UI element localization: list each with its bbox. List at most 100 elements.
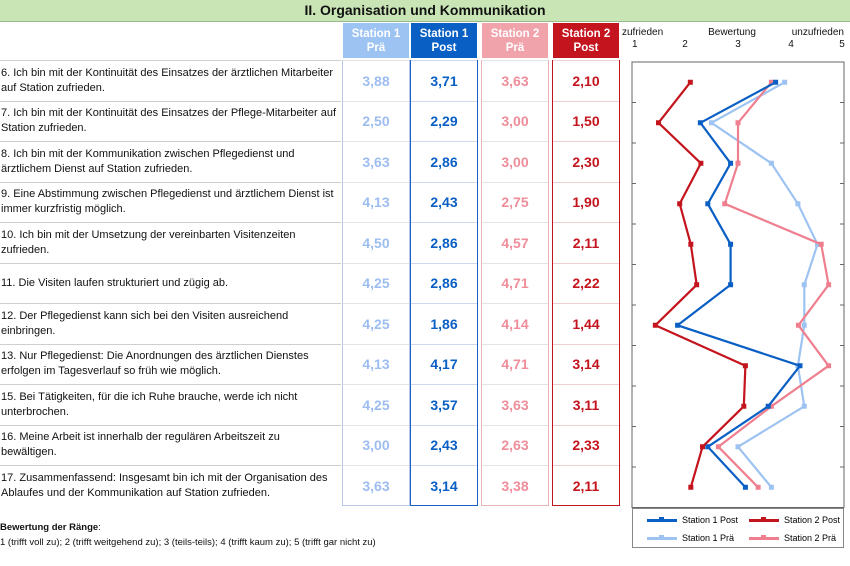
data-point bbox=[765, 403, 771, 409]
data-point bbox=[728, 160, 734, 166]
x-tick-label: 5 bbox=[839, 39, 845, 50]
value-cell: 3,14 bbox=[411, 465, 477, 506]
value-cell: 2,11 bbox=[553, 465, 619, 506]
legend-entry: Station 2 Prä bbox=[749, 533, 836, 543]
question-text: 9. Eine Abstimmung zwischen Pflegedienst… bbox=[1, 188, 334, 216]
question-text: 13. Nur Pflegedienst: Die Anordnungen de… bbox=[1, 350, 309, 378]
value-cell: 3,00 bbox=[343, 424, 409, 466]
data-point bbox=[705, 201, 711, 207]
table-row: 13. Nur Pflegedienst: Die Anordnungen de… bbox=[0, 343, 341, 385]
data-point bbox=[742, 484, 748, 490]
value-cell: 3,11 bbox=[553, 384, 619, 425]
question-text: 6. Ich bin mit der Kontinuität des Einsa… bbox=[1, 66, 333, 94]
column-header-3: Station 2 Prä bbox=[482, 23, 548, 58]
table-row: 16. Meine Arbeit ist innerhalb der regul… bbox=[0, 424, 341, 466]
data-point bbox=[694, 282, 700, 288]
data-point bbox=[728, 241, 734, 247]
value-cell: 4,50 bbox=[343, 222, 409, 263]
chart-title: Bewertung bbox=[708, 27, 756, 38]
value-cell: 3,14 bbox=[553, 343, 619, 385]
value-cell: 2,86 bbox=[411, 141, 477, 182]
data-point bbox=[652, 322, 658, 328]
data-point bbox=[697, 120, 703, 126]
data-point bbox=[705, 444, 711, 450]
data-point bbox=[826, 282, 832, 288]
data-point bbox=[687, 79, 693, 85]
legend-label: Station 2 Prä bbox=[784, 533, 837, 543]
table-row: 11. Die Visiten laufen strukturiert und … bbox=[0, 262, 341, 304]
legend-swatch bbox=[749, 516, 779, 522]
value-cell: 3,00 bbox=[482, 141, 548, 182]
x-tick-label: 2 bbox=[682, 39, 688, 50]
data-point bbox=[818, 241, 824, 247]
legend-label: Station 1 Post bbox=[682, 515, 739, 525]
data-point bbox=[722, 201, 728, 207]
legend-label: Station 1 Prä bbox=[682, 533, 735, 543]
data-point bbox=[715, 444, 721, 450]
value-cell: 3,71 bbox=[411, 60, 477, 101]
value-cell: 4,57 bbox=[482, 222, 548, 263]
value-cell: 2,43 bbox=[411, 424, 477, 466]
value-cell: 4,14 bbox=[482, 303, 548, 344]
question-text: 7. Ich bin mit der Kontinuität des Einsa… bbox=[1, 107, 337, 135]
question-text: 8. Ich bin mit der Kommunikation zwische… bbox=[1, 147, 295, 175]
value-cell: 1,86 bbox=[411, 303, 477, 344]
data-point bbox=[768, 160, 774, 166]
value-cell: 1,50 bbox=[553, 100, 619, 142]
table-row: 12. Der Pflegedienst kann sich bei den V… bbox=[0, 303, 341, 344]
data-point bbox=[735, 160, 741, 166]
data-point bbox=[826, 363, 832, 369]
value-cell: 2,86 bbox=[411, 222, 477, 263]
question-text: 11. Die Visiten laufen strukturiert und … bbox=[1, 276, 229, 289]
value-cell: 2,86 bbox=[411, 262, 477, 304]
value-cell: 4,71 bbox=[482, 262, 548, 304]
data-point bbox=[675, 322, 681, 328]
data-point bbox=[688, 241, 694, 247]
value-cell: 2,30 bbox=[553, 141, 619, 182]
value-cell: 3,63 bbox=[343, 465, 409, 506]
data-point bbox=[698, 160, 704, 166]
value-cell: 3,63 bbox=[482, 60, 548, 101]
question-text: 12. Der Pflegedienst kann sich bei den V… bbox=[1, 309, 289, 337]
question-text: 15. Bei Tätigkeiten, für die ich Ruhe br… bbox=[1, 390, 298, 418]
value-cell: 2,43 bbox=[411, 181, 477, 223]
value-cell: 3,88 bbox=[343, 60, 409, 101]
value-cell: 2,75 bbox=[482, 181, 548, 223]
data-point bbox=[768, 79, 774, 85]
value-cell: 3,63 bbox=[482, 384, 548, 425]
data-point bbox=[699, 444, 705, 450]
chart-left-label: zufrieden bbox=[622, 27, 663, 38]
x-tick-label: 1 bbox=[632, 39, 638, 50]
table-row: 15. Bei Tätigkeiten, für die ich Ruhe br… bbox=[0, 384, 341, 425]
chart-legend: Station 1 Post Station 2 Post Station 1 Pr… bbox=[632, 508, 844, 548]
legend-swatch bbox=[647, 534, 677, 540]
table-row: 8. Ich bin mit der Kommunikation zwische… bbox=[0, 141, 341, 182]
legend-swatch bbox=[647, 516, 677, 522]
x-tick-label: 3 bbox=[735, 39, 741, 50]
data-point bbox=[735, 120, 741, 126]
value-cell: 4,71 bbox=[482, 343, 548, 385]
data-point bbox=[688, 484, 694, 490]
value-cell: 3,57 bbox=[411, 384, 477, 425]
data-point bbox=[735, 444, 741, 450]
table-row: 7. Ich bin mit der Kontinuität des Einsa… bbox=[0, 100, 341, 142]
table-row: 6. Ich bin mit der Kontinuität des Einsa… bbox=[0, 60, 341, 101]
rating-note-label: Bewertung der Ränge bbox=[0, 522, 99, 533]
data-point bbox=[742, 363, 748, 369]
value-cell: 1,90 bbox=[553, 181, 619, 223]
column-header-4: Station 2 Post bbox=[553, 23, 619, 58]
rating-note-scale: 1 (trifft voll zu); 2 (trifft weitgehend… bbox=[0, 537, 376, 548]
data-point bbox=[677, 201, 683, 207]
question-text: 10. Ich bin mit der Umsetzung der verein… bbox=[1, 228, 296, 256]
table-row: 10. Ich bin mit der Umsetzung der verein… bbox=[0, 222, 341, 263]
value-cell: 3,00 bbox=[482, 100, 548, 142]
question-text: 16. Meine Arbeit ist innerhalb der regul… bbox=[1, 431, 280, 459]
value-cell: 2,63 bbox=[482, 424, 548, 466]
data-point bbox=[741, 403, 747, 409]
data-point bbox=[755, 484, 761, 490]
chart-right-label: unzufrieden bbox=[792, 27, 844, 38]
data-point bbox=[728, 282, 734, 288]
data-point bbox=[782, 79, 788, 85]
value-cell: 4,25 bbox=[343, 384, 409, 425]
column-header-2: Station 1 Post bbox=[411, 23, 477, 58]
